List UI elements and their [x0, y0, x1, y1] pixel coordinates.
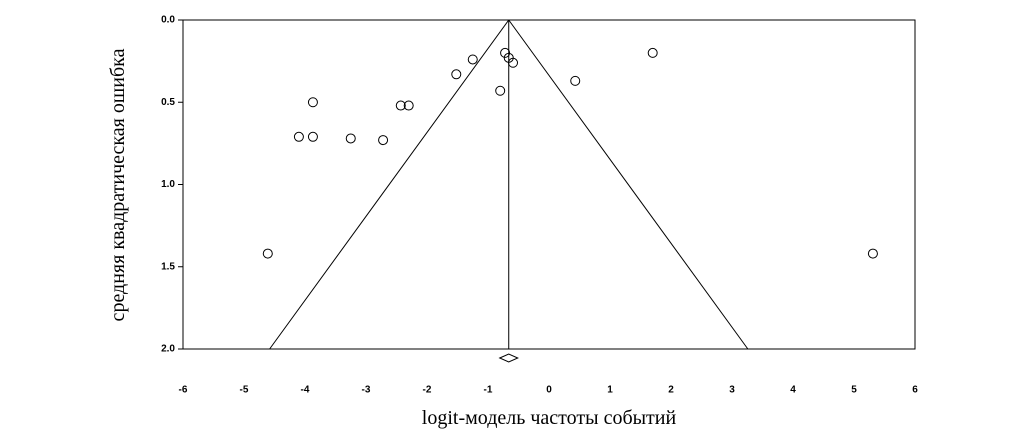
y-tick-label: 1.0 [161, 179, 175, 190]
x-tick-label: 5 [851, 385, 857, 396]
x-tick-label: 1 [607, 385, 613, 396]
x-tick-label: 6 [912, 385, 918, 396]
y-tick-label: 0.5 [161, 97, 175, 108]
y-axis-title: средняя квадратическая ошибка [107, 48, 129, 321]
study-point [395, 100, 406, 111]
study-point [508, 57, 519, 68]
study-point [495, 85, 506, 96]
study-point [500, 47, 511, 58]
x-tick-label: -5 [240, 385, 249, 396]
x-tick-label: -6 [179, 385, 188, 396]
pooled-diamond [498, 353, 519, 363]
study-point [403, 100, 414, 111]
x-tick-label: 2 [668, 385, 674, 396]
y-tick-label: 0.0 [161, 15, 175, 26]
y-tick-label: 2.0 [161, 344, 175, 355]
y-tick-label: 1.5 [161, 261, 175, 272]
study-point [867, 248, 878, 259]
x-tick-label: -1 [484, 385, 493, 396]
study-point [307, 97, 318, 108]
study-point [647, 47, 658, 58]
funnel-line [508, 19, 749, 350]
study-point [307, 131, 318, 142]
x-tick-label: 0 [546, 385, 552, 396]
x-axis-title: logit-модель частоты событий [422, 407, 677, 429]
study-point [378, 135, 389, 146]
study-point [262, 248, 273, 259]
study-point [293, 131, 304, 142]
x-tick-label: -2 [423, 385, 432, 396]
study-point [451, 69, 462, 80]
x-tick-label: 4 [790, 385, 796, 396]
funnel-line [269, 19, 510, 350]
x-tick-label: -3 [362, 385, 371, 396]
study-point [345, 133, 356, 144]
plot-frame [182, 19, 916, 350]
x-tick-label: 3 [729, 385, 735, 396]
study-point [570, 75, 581, 86]
study-point [467, 54, 478, 65]
x-tick-label: -4 [301, 385, 310, 396]
